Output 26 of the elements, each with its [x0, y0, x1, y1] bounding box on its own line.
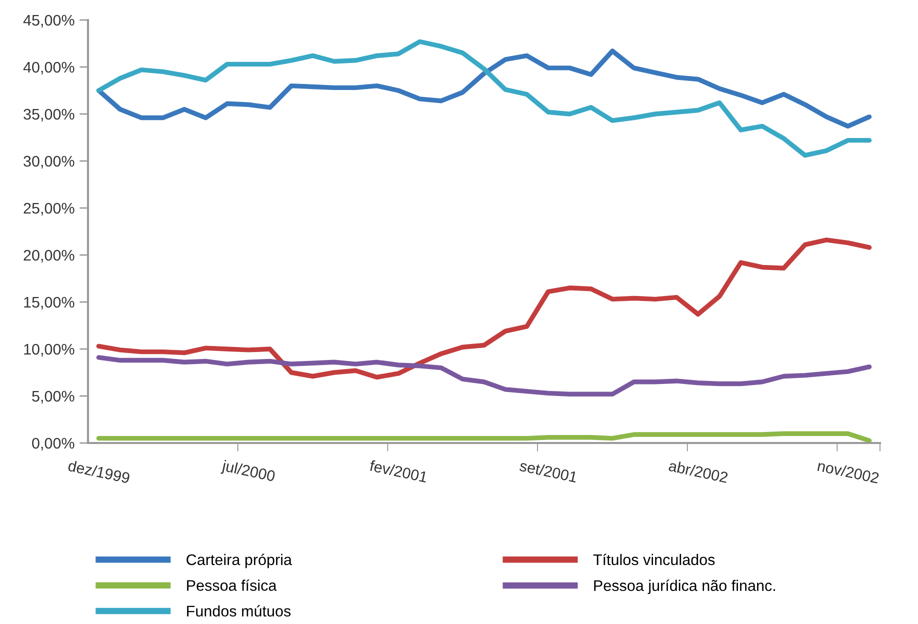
x-tick-label: jul/2000 [220, 460, 276, 485]
line-series [96, 238, 872, 380]
x-tick-label: dez/1999 [68, 460, 130, 484]
y-tick-label: 0,00% [32, 438, 74, 450]
line-series [96, 355, 872, 396]
x-tick-label: fev/2001 [369, 460, 428, 483]
line-series [96, 39, 872, 158]
legend-label: Títulos vinculados [593, 554, 715, 566]
y-tick-label: 45,00% [23, 14, 74, 28]
y-tick-label: 30,00% [24, 156, 74, 168]
y-tick-label: 25,00% [24, 202, 74, 216]
x-tick-label: set/2001 [519, 460, 578, 483]
x-tick-label: abr/2002 [668, 460, 728, 484]
y-tick-label: 40,00% [23, 62, 74, 74]
y-tick-label: 10,00% [24, 344, 74, 356]
y-tick-label: 20,00% [24, 250, 74, 262]
legend-label: Carteira própria [186, 554, 292, 568]
line-series [96, 431, 872, 443]
legend-label: Pessoa física [187, 579, 277, 591]
x-tick-label: nov/2002 [817, 460, 880, 484]
line-series [96, 48, 872, 129]
legend-label: Pessoa jurídica não financ. [594, 580, 775, 594]
y-tick-label: 5,00% [32, 390, 74, 404]
legend-label: Fundos mútuos [187, 605, 291, 617]
y-tick-label: 35,00% [24, 108, 74, 122]
y-tick-label: 15,00% [24, 296, 74, 310]
